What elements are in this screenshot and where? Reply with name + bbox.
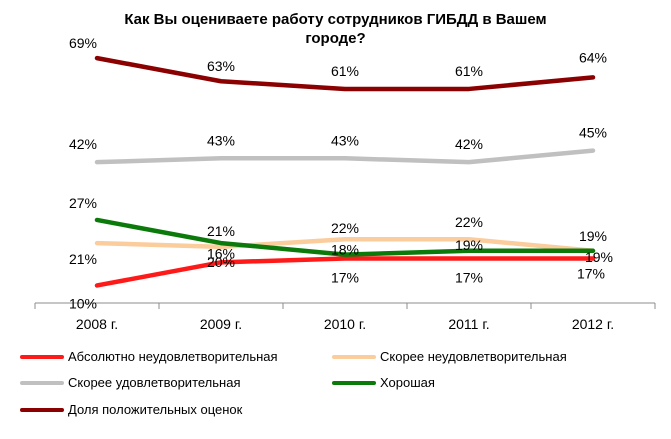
x-tick-label: 2008 г. <box>76 316 118 332</box>
data-label: 61% <box>455 63 483 79</box>
data-label: 10% <box>69 295 97 311</box>
x-tick-label: 2009 г. <box>200 316 242 332</box>
data-label: 20% <box>207 254 235 270</box>
data-label: 22% <box>455 214 483 230</box>
data-label: 18% <box>331 242 359 258</box>
data-label: 17% <box>455 269 483 285</box>
series-line <box>94 55 596 92</box>
data-label: 61% <box>331 63 359 79</box>
data-label: 45% <box>579 125 607 141</box>
data-label: 63% <box>207 58 235 74</box>
x-tick-label: 2011 г. <box>448 316 489 332</box>
data-label: 17% <box>331 269 359 285</box>
data-label: 21% <box>69 251 97 267</box>
data-label: 27% <box>69 195 97 211</box>
chart-title-line-1: Как Вы оцениваете работу сотрудников ГИБ… <box>124 11 547 28</box>
data-label: 17% <box>577 265 605 281</box>
series-line <box>94 217 596 257</box>
data-label: 19% <box>579 228 607 244</box>
data-label: 69% <box>69 35 97 51</box>
series-line <box>94 148 596 165</box>
data-label: 16% <box>207 245 235 261</box>
x-tick-label: 2010 г. <box>324 316 366 332</box>
series-line <box>94 256 596 288</box>
data-label: 21% <box>207 223 235 239</box>
data-label: 42% <box>69 136 97 152</box>
data-label: 43% <box>207 132 235 148</box>
data-label: 19% <box>585 249 613 265</box>
chart-title-line-2: городе? <box>305 30 366 47</box>
data-label: 43% <box>331 132 359 148</box>
series-line <box>94 236 596 254</box>
x-tick-label: 2012 г. <box>572 316 614 332</box>
data-label: 19% <box>455 237 483 253</box>
data-label: 42% <box>455 136 483 152</box>
data-label: 22% <box>331 220 359 236</box>
data-label: 64% <box>579 49 607 65</box>
